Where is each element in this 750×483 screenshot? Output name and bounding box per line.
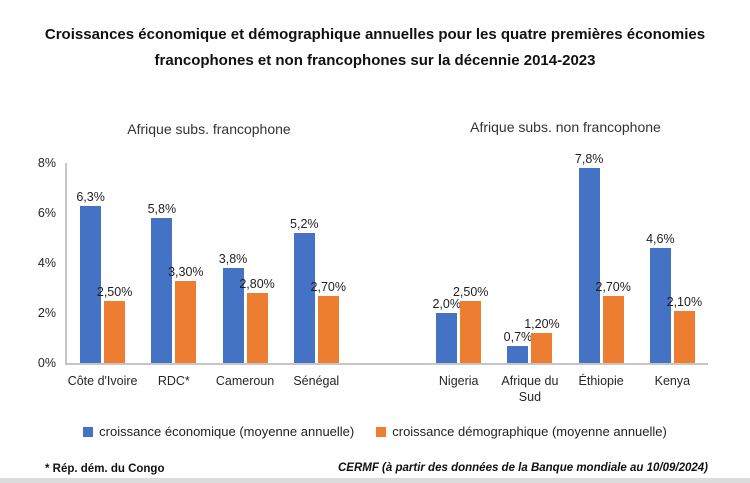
bar-economic: 4,6%	[646, 232, 675, 363]
chart-title-line2: francophones et non francophones sur la …	[154, 52, 596, 69]
legend-item-economic: croissance économique (moyenne annuelle)	[83, 424, 354, 439]
chart-title: Croissances économique et démographique …	[0, 22, 750, 74]
category-cameroun: 3,8% 2,80%	[209, 149, 280, 363]
x-label-afrique-du-sud: Afrique du Sud	[501, 374, 559, 404]
group-spacer	[352, 149, 423, 363]
legend-label-economic: croissance économique (moyenne annuelle)	[99, 424, 355, 439]
footnote: * Rép. dém. du Congo	[45, 463, 165, 475]
category-nigeria: 2,0% 2,50%	[423, 149, 494, 363]
bar-value-label: 1,20%	[524, 317, 560, 331]
bottom-strip	[0, 478, 750, 483]
y-axis-tick-0: 0%	[37, 356, 56, 370]
bar-value-label: 5,2%	[290, 217, 319, 231]
bar-value-label: 2,70%	[310, 279, 346, 294]
bar-demographic: 1,20%	[524, 317, 560, 363]
bar-demographic: 2,70%	[595, 280, 631, 363]
category-senegal: 5,2% 2,70%	[281, 149, 352, 363]
x-label-cameroun: Cameroun	[215, 374, 275, 388]
bar-economic: 5,8%	[148, 202, 176, 363]
x-label-kenya: Kenya	[654, 374, 691, 388]
bar-value-label: 3,8%	[218, 252, 248, 266]
bar-demographic: 2,80%	[239, 277, 275, 363]
bar-value-label: 2,50%	[452, 284, 489, 299]
bar-demographic: 2,50%	[453, 285, 488, 363]
x-label-ethiopie: Éthiopie	[578, 374, 624, 388]
bar-value-label: 2,10%	[666, 294, 703, 309]
chart-title-line1: Croissances économique et démographique …	[44, 26, 706, 43]
bar-value-label: 2,70%	[595, 279, 631, 294]
bar-value-label: 3,30%	[168, 264, 204, 279]
bar-value-label: 2,0%	[432, 297, 461, 311]
y-axis-tick-6: 6%	[37, 206, 56, 220]
legend: croissance économique (moyenne annuelle)…	[0, 424, 750, 439]
bar-value-label: 0,7%	[503, 329, 533, 344]
legend-label-demographic: croissance démographique (moyenne annuel…	[392, 424, 667, 439]
legend-swatch-economic-icon	[83, 426, 94, 437]
bar-economic: 7,8%	[575, 152, 603, 363]
x-label-spacer	[352, 373, 423, 405]
x-label-cote-divoire: Côte d'Ivoire	[67, 374, 138, 388]
y-axis-tick-4: 4%	[37, 256, 56, 270]
legend-item-demographic: croissance démographique (moyenne annuel…	[376, 424, 667, 439]
legend-swatch-demographic-icon	[376, 426, 387, 437]
y-axis-line	[65, 163, 67, 364]
bar-economic: 3,8%	[219, 252, 247, 363]
x-label-nigeria: Nigeria	[438, 374, 479, 388]
bar-economic: 5,2%	[290, 217, 319, 363]
bar-value-label: 4,6%	[646, 232, 675, 246]
bar-value-label: 6,3%	[76, 189, 105, 204]
bar-demographic: 2,70%	[311, 280, 346, 363]
x-label-rdc: RDC*	[157, 374, 190, 388]
bar-demographic: 2,10%	[667, 295, 702, 363]
group-header-francophone: Afrique subs. francophone	[127, 121, 291, 137]
category-ethiopie: 7,8% 2,70%	[566, 149, 637, 363]
x-label-senegal: Sénégal	[293, 374, 340, 388]
x-axis-line	[65, 363, 708, 365]
x-axis-labels: Côte d'Ivoire RDC* Cameroun Sénégal Nige…	[67, 373, 708, 405]
group-header-non-francophone: Afrique subs. non francophone	[470, 119, 661, 135]
bar-economic: 6,3%	[76, 190, 105, 363]
bar-value-label: 7,8%	[574, 152, 604, 166]
category-cote-divoire: 6,3% 2,50%	[67, 149, 138, 363]
bar-value-label: 2,50%	[96, 284, 133, 299]
bar-demographic: 2,50%	[97, 285, 132, 363]
y-axis-tick-8: 8%	[37, 156, 56, 170]
plot-area: 6,3% 2,50% 5,8% 3,30% 3,8% 2,80% 5,2% 2,…	[67, 149, 708, 363]
bar-value-label: 5,8%	[147, 202, 177, 216]
y-axis-tick-2: 2%	[37, 306, 56, 320]
bar-value-label: 2,80%	[239, 277, 275, 291]
source-credit: CERMF (à partir des données de la Banque…	[337, 462, 708, 474]
category-afrique-du-sud: 0,7% 1,20%	[494, 149, 565, 363]
category-rdc: 5,8% 3,30%	[138, 149, 209, 363]
bar-economic: 0,7%	[504, 330, 532, 363]
category-kenya: 4,6% 2,10%	[637, 149, 708, 363]
bar-economic: 2,0%	[432, 297, 461, 363]
bar-demographic: 3,30%	[168, 265, 204, 363]
